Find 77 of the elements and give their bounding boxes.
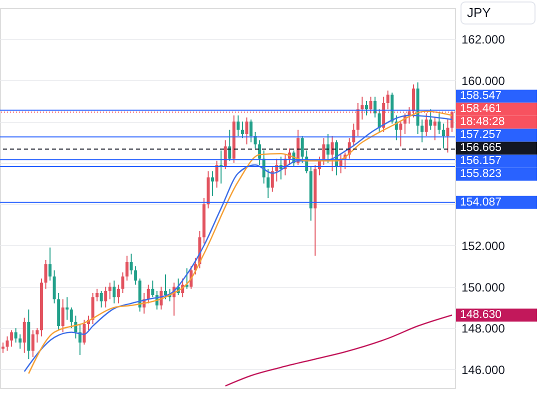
candlestick — [424, 112, 428, 137]
candlestick — [31, 330, 34, 358]
text: JPY — [467, 5, 492, 20]
candlestick — [151, 280, 154, 298]
candlestick — [164, 274, 167, 300]
candlestick — [433, 116, 436, 141]
ref-line-label: 157.257 — [460, 129, 502, 142]
candlestick — [240, 121, 244, 139]
candlestick — [386, 90, 390, 110]
y-tick-label: 152.000 — [462, 239, 506, 253]
ref-line-label: 158.547 — [460, 90, 502, 102]
y-tick-label: 160.000 — [462, 74, 506, 88]
candlestick — [364, 100, 368, 116]
candlestick — [374, 96, 377, 118]
candlestick — [14, 328, 18, 344]
candlestick — [399, 121, 402, 147]
y-tick-label: 150.000 — [462, 280, 506, 294]
candlestick — [330, 136, 334, 172]
candlestick — [438, 112, 441, 134]
y-tick-label: 146.000 — [462, 362, 506, 377]
candlestick — [100, 290, 103, 308]
candlestick — [121, 272, 124, 294]
candlestick — [48, 247, 52, 282]
candlestick — [134, 266, 138, 286]
candlestick — [104, 286, 108, 308]
candlestick — [91, 292, 94, 324]
candlestick — [36, 328, 39, 344]
candlestick — [420, 119, 424, 143]
y-tick-label: 148.000 — [462, 322, 506, 336]
candlestick — [378, 108, 381, 132]
candlestick — [356, 102, 360, 137]
candlestick — [116, 284, 120, 304]
candlestick — [146, 284, 150, 304]
candlestick — [1, 342, 4, 354]
candlestick — [96, 288, 99, 302]
candlestick — [52, 270, 56, 304]
candlestick — [10, 330, 14, 348]
candlestick — [82, 319, 86, 346]
candlestick — [266, 168, 270, 198]
candlestick — [211, 170, 214, 196]
candlestick — [224, 140, 227, 170]
candlestick — [126, 255, 129, 282]
candlestick — [61, 298, 64, 333]
candlestick — [236, 114, 240, 137]
candlestick — [22, 317, 26, 354]
text: 18:48:28 — [460, 116, 505, 128]
candlestick — [108, 282, 112, 300]
candlestick — [429, 108, 432, 130]
candlestick — [245, 116, 248, 145]
candlestick — [44, 259, 48, 290]
ref-line-label: 158.461 — [460, 103, 502, 116]
y-tick-label: 162.000 — [462, 32, 506, 46]
line-series — [224, 314, 453, 387]
candlestick — [130, 253, 133, 275]
candlestick — [360, 96, 364, 120]
ref-line-label: 156.157 — [460, 155, 502, 168]
candlestick — [412, 84, 416, 118]
candlestick — [300, 136, 304, 164]
ref-line-label: 156.665 — [460, 142, 502, 154]
candlestick — [215, 160, 218, 188]
candlestick — [254, 131, 257, 149]
candlestick — [450, 110, 454, 132]
candlestick — [18, 334, 22, 350]
candlestick — [228, 129, 232, 162]
candlestick — [185, 268, 188, 290]
candlestick — [70, 306, 73, 329]
candlestick — [6, 336, 9, 352]
candlestick — [369, 96, 372, 114]
ref-line-label: 154.087 — [460, 196, 502, 208]
ref-line-label: 155.823 — [460, 168, 502, 180]
candlestick — [250, 119, 253, 143]
candlestick — [442, 123, 445, 149]
candlestick — [270, 166, 274, 192]
data-label: 148.630 — [460, 309, 502, 322]
candlestick — [66, 296, 69, 320]
candlestick — [112, 280, 116, 304]
candlestick — [446, 119, 450, 154]
